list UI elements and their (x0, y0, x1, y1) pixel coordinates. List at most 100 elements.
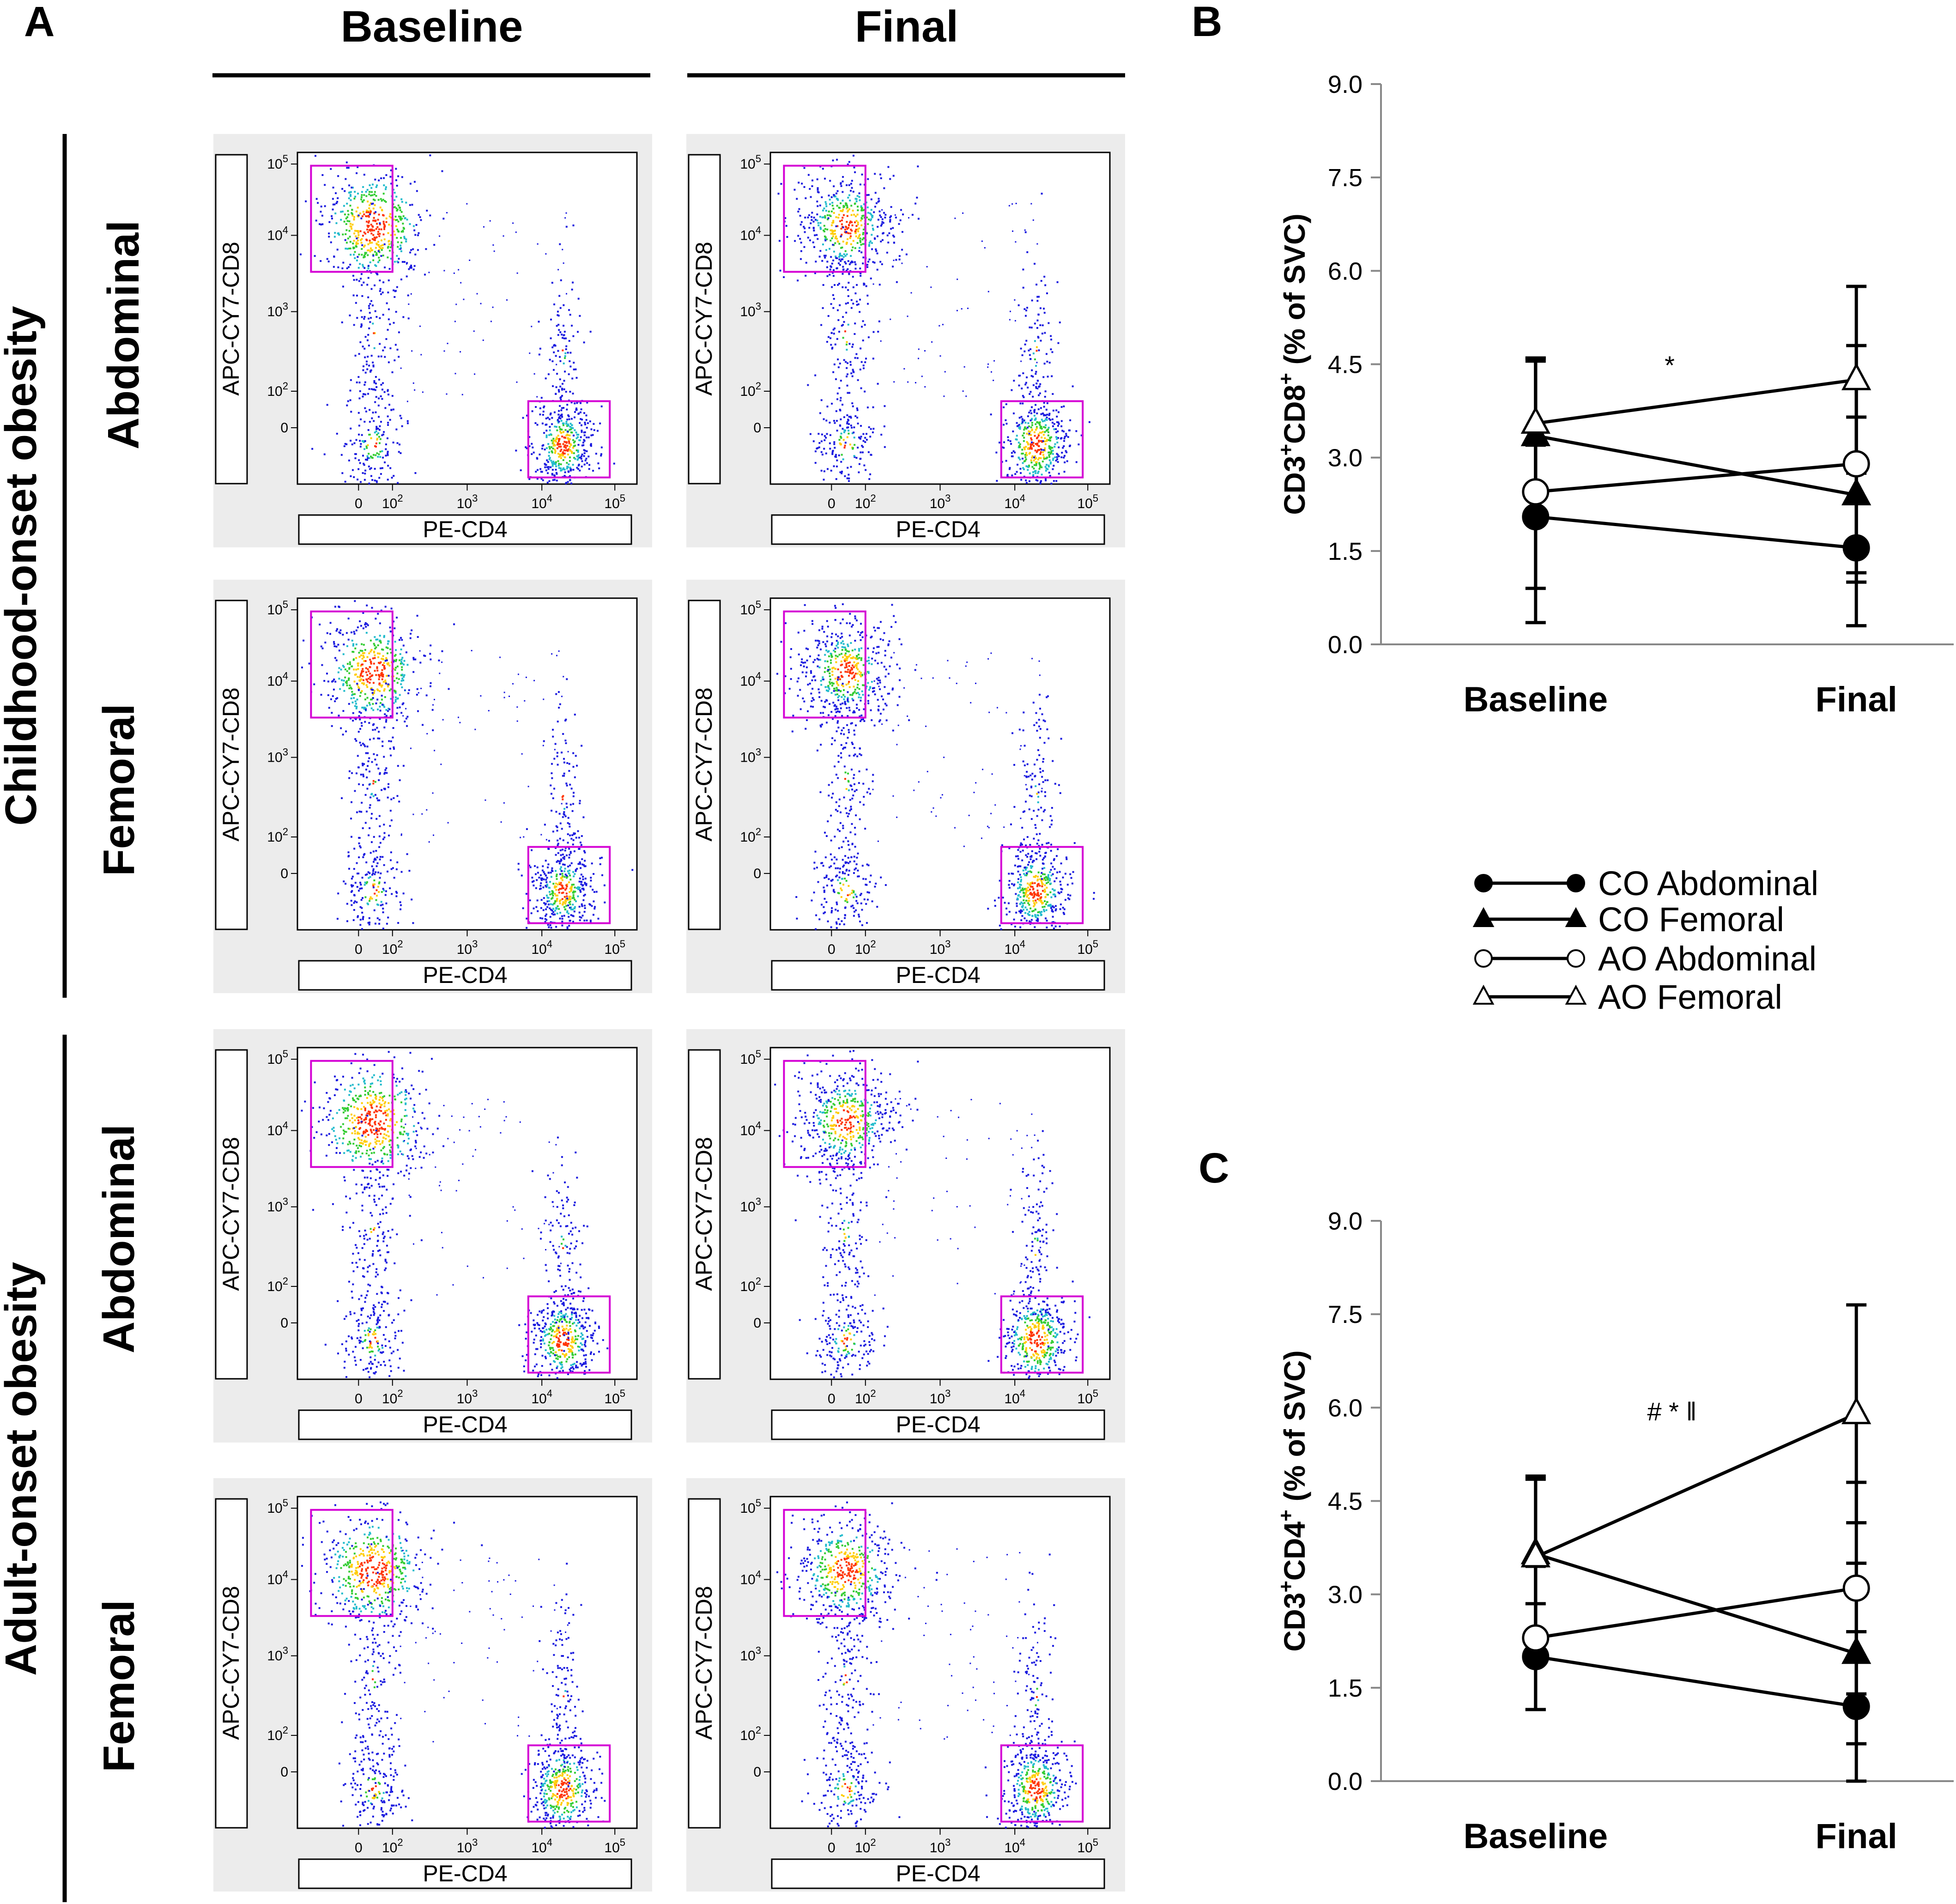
event-dot (409, 267, 412, 269)
event-dot (396, 209, 398, 212)
event-dot (441, 170, 443, 172)
event-dot (379, 662, 381, 664)
event-dot (394, 660, 397, 662)
event-dot (557, 905, 559, 907)
event-dot (854, 263, 857, 266)
event-dot (359, 230, 362, 232)
event-dot (537, 243, 539, 245)
event-dot (555, 465, 557, 467)
event-dot (840, 380, 842, 382)
event-dot (363, 174, 365, 176)
event-dot (400, 648, 402, 650)
event-dot (583, 904, 586, 907)
event-dot (539, 407, 541, 409)
event-dot (362, 784, 364, 786)
event-dot (396, 861, 399, 863)
event-dot (460, 351, 461, 353)
event-dot (559, 849, 562, 851)
event-dot (575, 368, 577, 370)
event-dot (1011, 455, 1013, 457)
event-dot (361, 663, 363, 666)
event-dot (893, 260, 895, 261)
event-dot (851, 187, 853, 189)
event-dot (441, 661, 443, 663)
event-dot (844, 430, 847, 432)
event-dot (1054, 868, 1056, 870)
event-dot (864, 390, 866, 393)
event-dot (482, 340, 484, 341)
event-dot (892, 175, 895, 177)
event-dot (1025, 482, 1028, 484)
event-dot (552, 440, 555, 442)
event-dot (1050, 447, 1053, 449)
event-dot (833, 333, 835, 335)
event-dot (853, 213, 855, 216)
event-dot (878, 627, 880, 629)
event-dot (553, 344, 556, 346)
event-dot (826, 261, 829, 263)
event-dot (1055, 436, 1057, 438)
event-dot (528, 445, 531, 447)
event-dot (367, 752, 369, 754)
event-dot (558, 329, 560, 331)
event-dot (398, 639, 400, 641)
event-dot (859, 298, 861, 301)
event-dot (846, 376, 848, 378)
event-dot (360, 678, 363, 680)
event-dot (561, 416, 563, 418)
event-dot (542, 865, 544, 867)
event-dot (542, 909, 545, 911)
event-dot (889, 178, 891, 180)
event-dot (1031, 369, 1033, 371)
event-dot (423, 655, 425, 657)
event-dot (372, 361, 374, 364)
event-dot (1060, 903, 1062, 905)
event-dot (321, 647, 324, 649)
event-dot (412, 671, 415, 673)
event-dot (355, 241, 357, 243)
event-dot (812, 227, 815, 229)
event-dot (837, 358, 839, 361)
event-dot (553, 303, 556, 305)
event-dot (371, 456, 373, 459)
event-dot (554, 900, 556, 902)
event-dot (820, 440, 823, 443)
event-dot (348, 677, 350, 679)
event-dot (816, 658, 818, 660)
event-dot (526, 828, 528, 830)
event-dot (557, 413, 560, 416)
event-dot (394, 641, 396, 643)
event-dot (536, 424, 539, 426)
event-dot (335, 630, 338, 632)
event-dot (855, 692, 858, 694)
event-dot (902, 213, 904, 216)
event-dot (872, 428, 875, 430)
event-dot (366, 686, 369, 688)
event-dot (378, 674, 381, 677)
event-dot (393, 877, 395, 879)
event-dot (366, 228, 369, 230)
event-dot (810, 670, 812, 672)
event-dot (373, 643, 375, 645)
event-dot (793, 188, 796, 191)
event-dot (375, 618, 377, 620)
event-dot (859, 311, 861, 313)
event-dot (589, 420, 591, 423)
event-dot (369, 230, 372, 232)
event-dot (562, 337, 564, 339)
event-dot (372, 412, 374, 414)
event-dot (371, 761, 373, 763)
event-dot (567, 751, 569, 752)
event-dot (826, 433, 828, 435)
event-dot (533, 880, 535, 882)
event-dot (817, 188, 819, 191)
event-dot (473, 330, 475, 332)
event-dot (824, 671, 826, 673)
event-dot (564, 444, 566, 447)
event-dot (1027, 469, 1029, 471)
event-dot (1049, 462, 1052, 465)
event-dot (411, 204, 413, 206)
event-dot (376, 754, 378, 756)
event-dot (858, 463, 860, 465)
event-dot (349, 717, 351, 720)
